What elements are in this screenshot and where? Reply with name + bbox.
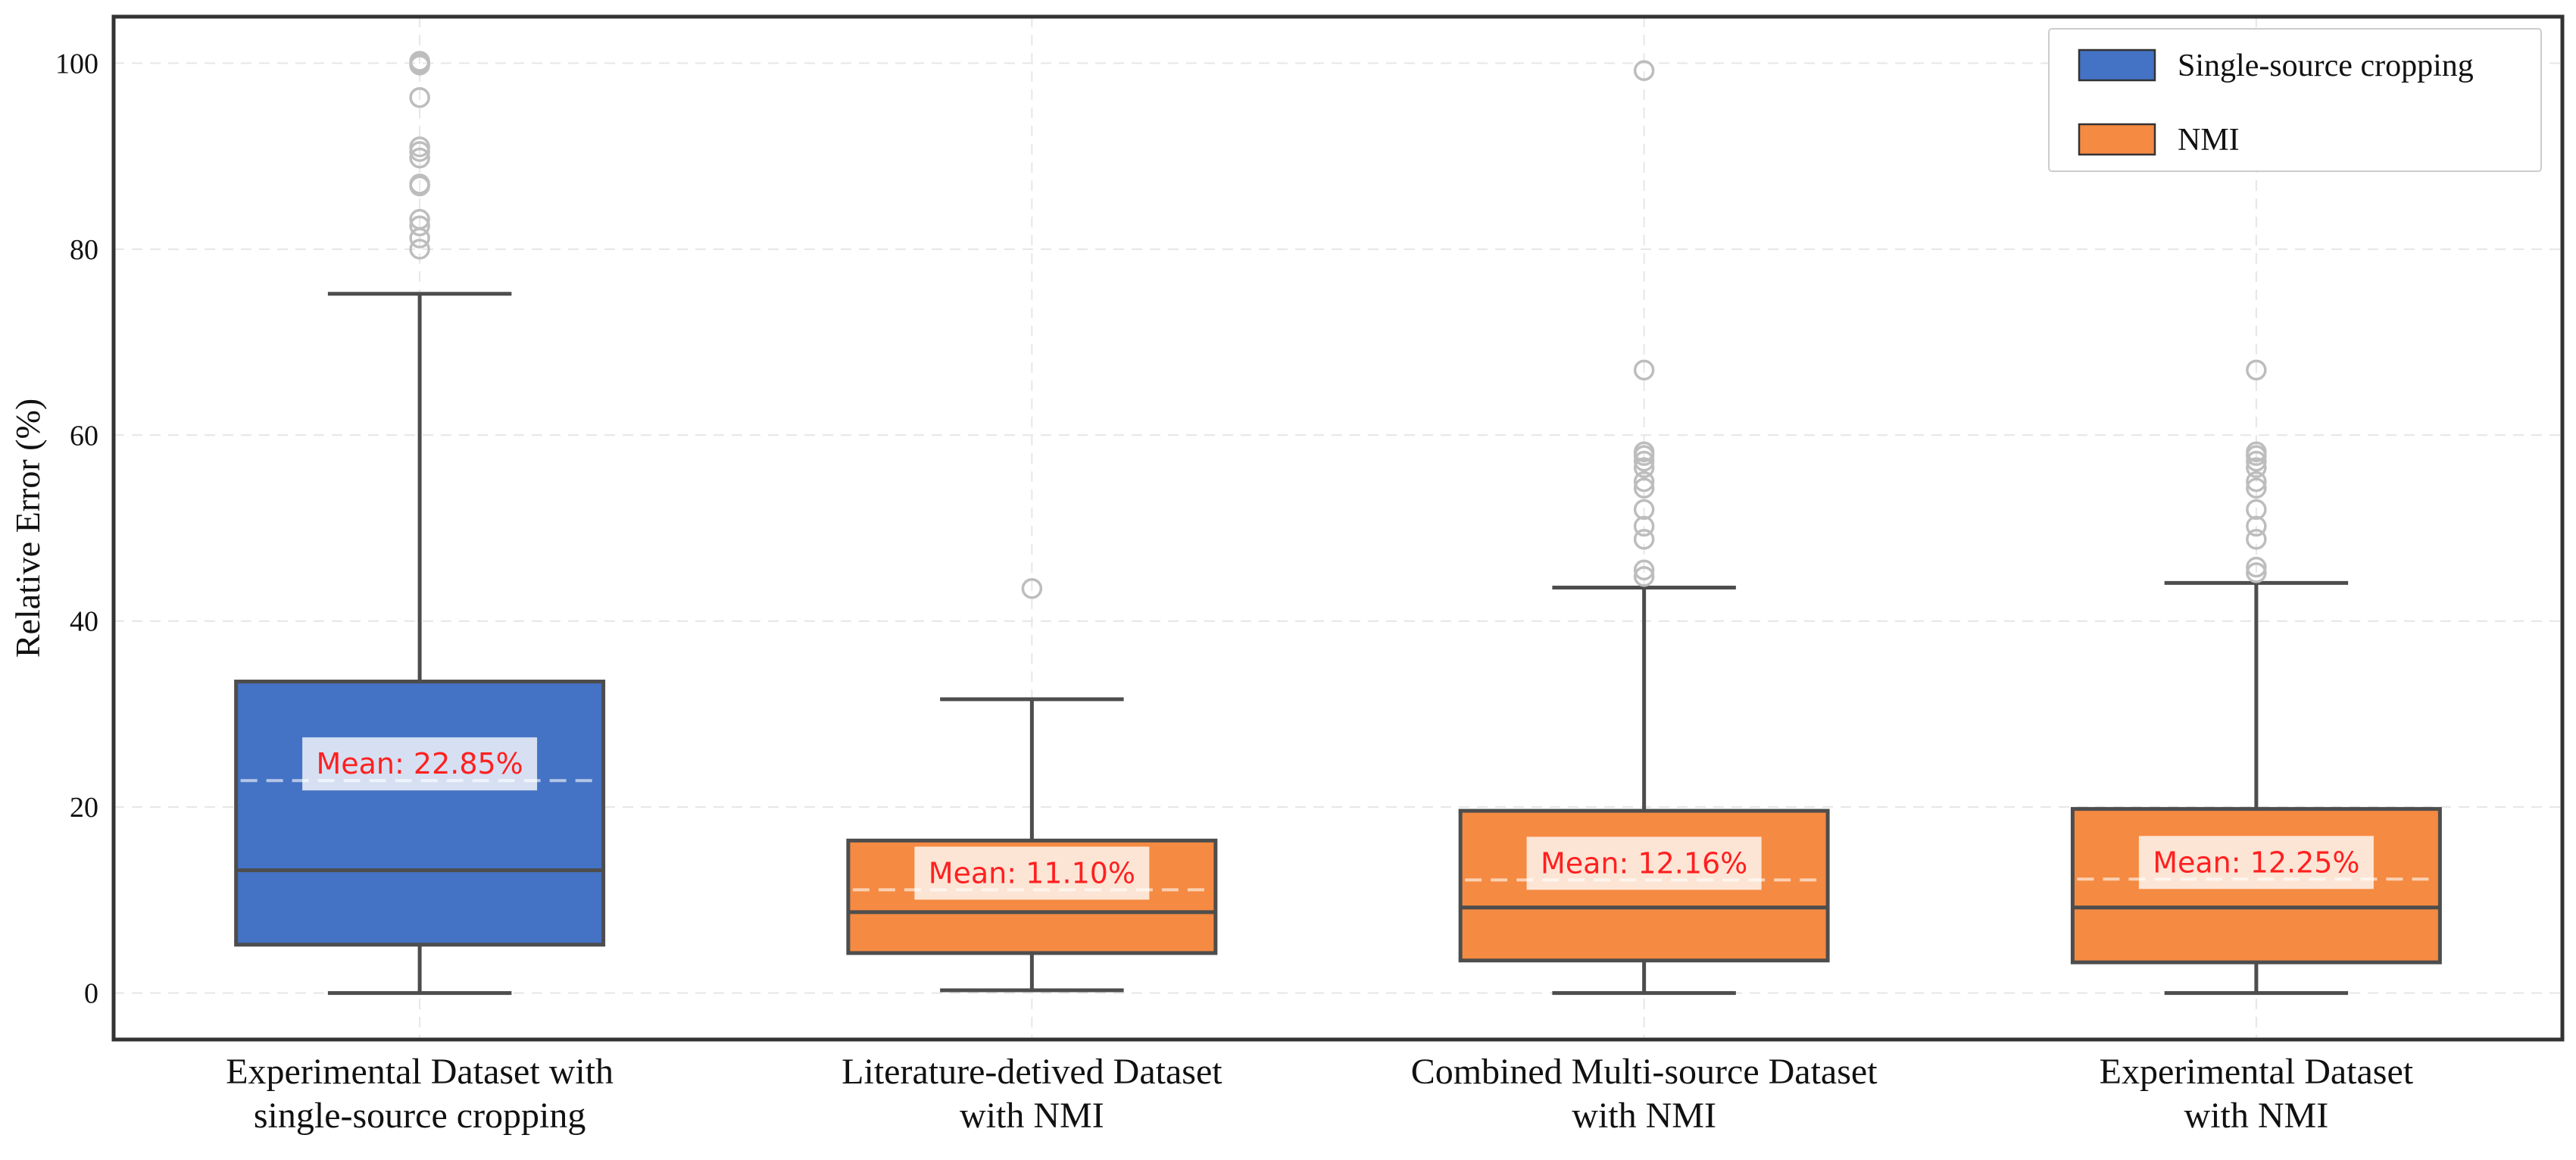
x-tick-label-line: with NMI	[960, 1096, 1104, 1136]
box-group: Mean: 12.25%	[2070, 359, 2442, 996]
outlier-point	[2246, 499, 2267, 521]
x-tick-label: Experimental Dataset with single-source c…	[226, 1052, 614, 1136]
outlier-point	[1633, 515, 1655, 537]
mean-label: Mean: 12.16%	[1541, 846, 1747, 880]
y-tick-label: 100	[55, 48, 98, 80]
mean-label-bg	[914, 846, 1150, 900]
outlier-point	[1633, 566, 1655, 587]
mean-label-bg	[1526, 836, 1762, 890]
outlier-point	[2246, 556, 2267, 578]
outlier-point	[409, 87, 430, 108]
outlier-point	[2246, 450, 2267, 472]
y-axis: 0 20 40 60 80 100	[55, 48, 98, 1009]
outlier-point	[2246, 562, 2267, 583]
box-iqr	[234, 680, 606, 947]
x-tick-label: Experimental Dataset with NMI	[2100, 1052, 2414, 1136]
y-tick-label: 60	[70, 420, 98, 452]
legend: Single-source cropping NMI	[2048, 28, 2542, 172]
x-tick-label-line: Literature-detived Dataset	[841, 1052, 1222, 1092]
mean-label-bg	[302, 737, 538, 791]
legend-label: NMI	[2178, 123, 2240, 158]
box-group: Mean: 11.10%	[846, 578, 1218, 993]
outlier-point	[2246, 477, 2267, 499]
outlier-point	[1633, 359, 1655, 381]
outlier-point	[2246, 359, 2267, 381]
box-series: Mean: 22.85% Mean: 11.10% Mean: 12.16% Mean…	[234, 51, 2442, 996]
legend-swatch	[2078, 123, 2156, 156]
outlier-point	[1633, 499, 1655, 521]
y-tick-label: 0	[84, 978, 98, 1010]
outlier-point	[1633, 457, 1655, 478]
outlier-point	[2246, 471, 2267, 492]
outlier-point	[1633, 450, 1655, 472]
x-axis: Experimental Dataset with single-source c…	[226, 1052, 2414, 1136]
legend-label: Single-source cropping	[2178, 48, 2474, 83]
x-tick-label: Combined Multi-source Dataset with NMI	[1411, 1052, 1878, 1136]
y-axis-label: Relative Error (%)	[8, 399, 47, 658]
outlier-point	[1633, 60, 1655, 81]
outlier-point	[409, 51, 430, 72]
outlier-point	[1633, 559, 1655, 580]
y-tick-label: 20	[70, 792, 98, 824]
box-group: Mean: 12.16%	[1458, 60, 1830, 996]
mean-label: Mean: 12.25%	[2153, 846, 2359, 879]
box-group: Mean: 22.85%	[234, 51, 606, 996]
x-tick-label-line: single-source cropping	[254, 1096, 586, 1136]
outlier-point	[2246, 441, 2267, 463]
outlier-point	[409, 239, 430, 260]
y-tick-label: 40	[70, 606, 98, 638]
outlier-point	[409, 136, 430, 158]
x-tick-label-line: Experimental Dataset	[2100, 1052, 2414, 1092]
x-tick-label-line: Experimental Dataset with	[226, 1052, 614, 1092]
x-tick-label-line: Combined Multi-source Dataset	[1411, 1052, 1878, 1092]
outlier-point	[1633, 441, 1655, 463]
outlier-point	[1633, 528, 1655, 550]
outlier-point	[1633, 471, 1655, 492]
mean-label: Mean: 22.85%	[316, 747, 523, 780]
mean-label: Mean: 11.10%	[929, 856, 1135, 890]
outlier-point	[1633, 477, 1655, 499]
outlier-point	[409, 208, 430, 230]
outlier-point	[409, 215, 430, 236]
outlier-point	[409, 147, 430, 169]
legend-swatch	[2078, 48, 2156, 82]
x-tick-label: Literature-detived Dataset with NMI	[841, 1052, 1222, 1136]
plot-frame	[111, 14, 2565, 1042]
outlier-point	[2246, 515, 2267, 537]
mean-label-bg	[2138, 836, 2374, 890]
y-tick-label: 80	[70, 234, 98, 266]
x-tick-label-line: with NMI	[1572, 1096, 1716, 1136]
outlier-point	[2246, 457, 2267, 478]
outlier-point	[2246, 528, 2267, 550]
outlier-point	[409, 174, 430, 195]
x-tick-label-line: with NMI	[2184, 1096, 2329, 1136]
legend-box	[2048, 28, 2542, 172]
outlier-point	[1021, 578, 1043, 599]
